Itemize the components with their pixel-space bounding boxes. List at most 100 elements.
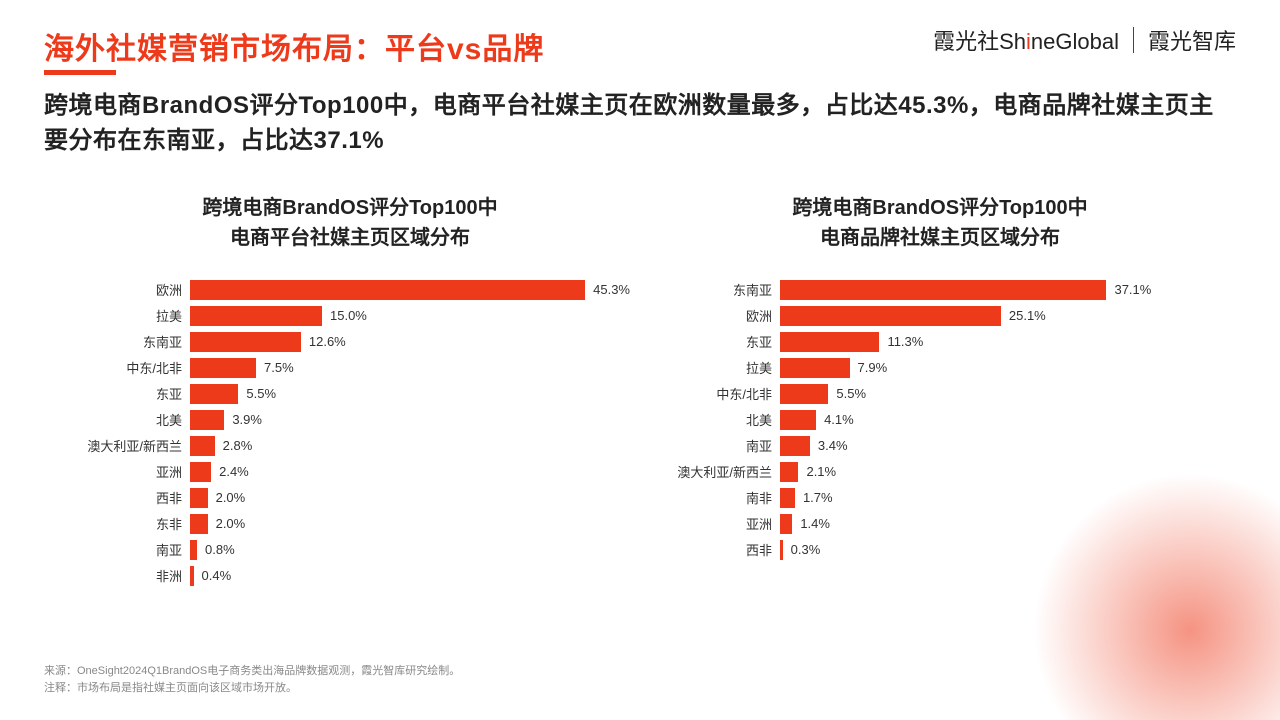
chart-left-title-line2: 电商平台社媒主页区域分布 [70,223,630,253]
bar-fill [190,488,208,508]
bar-row: 澳大利亚/新西兰 2.1% [660,459,1220,485]
bar-row: 亚洲 2.4% [70,459,630,485]
header: 海外社媒营销市场布局：平台vs品牌 霞光社ShineGlobal 霞光智库 [0,0,1280,75]
page-title: 海外社媒营销市场布局：平台vs品牌 [44,24,544,68]
bar-label: 中东/北非 [70,358,190,377]
bar-value: 2.8% [215,438,253,453]
chart-left-title-line1: 跨境电商BrandOS评分Top100中 [70,193,630,223]
bar-fill [780,306,1001,326]
title-underline [44,70,116,75]
bar-fill [780,462,798,482]
bar-fill [190,462,211,482]
bar-track: 5.5% [780,384,1220,404]
bar-label: 东亚 [70,384,190,403]
chart-right-bars: 东南亚37.1%欧洲25.1%东亚11.3%拉美7.9%中东/北非5.5%北美4… [660,277,1220,563]
bar-fill [780,358,850,378]
bar-row: 拉美 7.9% [660,355,1220,381]
bar-track: 3.9% [190,410,630,430]
bar-label: 西非 [660,540,780,559]
bar-row: 北美 3.9% [70,407,630,433]
bar-label: 澳大利亚/新西兰 [660,462,780,481]
subtitle: 跨境电商BrandOS评分Top100中，电商平台社媒主页在欧洲数量最多，占比达… [0,75,1280,159]
footer: 来源：OneSight2024Q1BrandOS电子商务类出海品牌数据观测，霞光… [44,663,460,698]
bar-row: 拉美 15.0% [70,303,630,329]
bar-row: 西非0.3% [660,537,1220,563]
bar-fill [780,410,816,430]
bar-label: 亚洲 [70,462,190,481]
bar-label: 南非 [660,488,780,507]
bar-row: 中东/北非 5.5% [660,381,1220,407]
bar-fill [780,488,795,508]
bar-value: 3.4% [810,438,848,453]
bar-value: 3.9% [224,412,262,427]
bar-track: 2.4% [190,462,630,482]
bar-fill [190,332,301,352]
bar-fill [190,540,197,560]
brand-separator [1133,27,1134,53]
bar-track: 0.4% [190,566,630,586]
bar-fill [190,514,208,534]
bar-value: 7.9% [850,360,888,375]
bar-track: 3.4% [780,436,1220,456]
bar-value: 45.3% [585,282,630,297]
bar-value: 0.3% [783,542,821,557]
bar-row: 东非 2.0% [70,511,630,537]
bar-label: 拉美 [70,306,190,325]
charts-row: 跨境电商BrandOS评分Top100中 电商平台社媒主页区域分布 欧洲45.3… [0,159,1280,589]
bar-track: 37.1% [780,280,1220,300]
bar-value: 0.4% [194,568,232,583]
bar-value: 5.5% [238,386,276,401]
brand-block: 霞光社ShineGlobal 霞光智库 [933,24,1236,56]
bar-label: 东非 [70,514,190,533]
bar-value: 1.4% [792,516,830,531]
bar-value: 2.0% [208,516,246,531]
bar-value: 15.0% [322,308,367,323]
bar-fill [190,410,224,430]
bar-row: 南非 1.7% [660,485,1220,511]
bar-track: 0.8% [190,540,630,560]
bar-value: 5.5% [828,386,866,401]
bar-row: 亚洲1.4% [660,511,1220,537]
bar-label: 北美 [660,410,780,429]
brand-right: 霞光智库 [1148,24,1236,56]
bar-row: 西非2.0% [70,485,630,511]
bar-track: 25.1% [780,306,1220,326]
bar-row: 东亚 5.5% [70,381,630,407]
bar-fill [780,332,879,352]
chart-left-title: 跨境电商BrandOS评分Top100中 电商平台社媒主页区域分布 [70,193,630,253]
chart-right-title-line1: 跨境电商BrandOS评分Top100中 [660,193,1220,223]
bar-value: 2.4% [211,464,249,479]
bar-fill [190,384,238,404]
bar-label: 中东/北非 [660,384,780,403]
bar-label: 欧洲 [660,306,780,325]
title-block: 海外社媒营销市场布局：平台vs品牌 [44,24,544,75]
bar-track: 1.7% [780,488,1220,508]
chart-right: 跨境电商BrandOS评分Top100中 电商品牌社媒主页区域分布 东南亚37.… [660,193,1220,589]
bar-track: 11.3% [780,332,1220,352]
bar-label: 拉美 [660,358,780,377]
bar-fill [780,514,792,534]
bar-label: 北美 [70,410,190,429]
bar-fill [190,306,322,326]
bar-value: 2.1% [798,464,836,479]
bar-track: 2.0% [190,488,630,508]
bar-track: 1.4% [780,514,1220,534]
bar-row: 欧洲45.3% [70,277,630,303]
bar-value: 37.1% [1106,282,1151,297]
bar-value: 11.3% [879,334,923,349]
bar-fill [780,436,810,456]
bar-label: 东亚 [660,332,780,351]
bar-row: 南亚0.8% [70,537,630,563]
bar-row: 南亚3.4% [660,433,1220,459]
brand-left-en-post: neGlobal [1031,29,1119,54]
chart-right-title-line2: 电商品牌社媒主页区域分布 [660,223,1220,253]
footer-note: 注释：市场布局是指社媒主页面向该区域市场开放。 [44,680,460,698]
bar-label: 澳大利亚/新西兰 [70,436,190,455]
bar-label: 南亚 [70,540,190,559]
bar-track: 7.5% [190,358,630,378]
bar-value: 7.5% [256,360,294,375]
bar-value: 1.7% [795,490,833,505]
bar-row: 澳大利亚/新西兰 2.8% [70,433,630,459]
brand-left-en-pre: Sh [999,29,1026,54]
bar-track: 4.1% [780,410,1220,430]
